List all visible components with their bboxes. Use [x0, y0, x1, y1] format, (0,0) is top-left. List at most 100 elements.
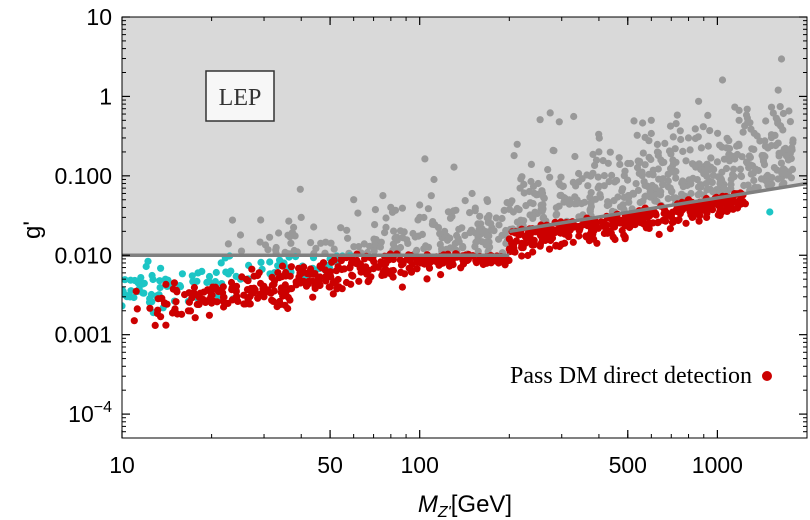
gray-point [630, 117, 638, 125]
red-point [389, 255, 397, 263]
red-point [260, 293, 268, 301]
red-point [387, 269, 395, 277]
gray-point [539, 205, 547, 213]
red-point [329, 290, 337, 298]
gray-point [495, 221, 503, 229]
gray-point [757, 175, 766, 183]
gray-point [534, 179, 542, 188]
red-point [489, 255, 497, 263]
red-point [423, 275, 431, 283]
red-point [561, 239, 569, 247]
lep-label-box: LEP [205, 70, 275, 122]
gray-point [649, 171, 657, 179]
gray-point [471, 207, 479, 215]
gray-point [727, 175, 735, 184]
gray-point [682, 157, 690, 165]
gray-point [605, 178, 613, 186]
gray-point [390, 227, 398, 235]
gray-point [737, 172, 745, 180]
y-tick-label: 1 [99, 83, 112, 109]
red-point [682, 219, 690, 227]
gray-point [672, 120, 680, 128]
red-point [154, 306, 162, 314]
gray-point [224, 240, 232, 248]
gray-point [679, 177, 687, 185]
gray-point [671, 145, 679, 153]
gray-point [616, 160, 624, 168]
red-point [582, 232, 590, 240]
red-point [240, 291, 248, 299]
red-point [151, 321, 159, 329]
gray-point [458, 224, 466, 232]
gray-point [723, 134, 731, 142]
gray-point [482, 238, 490, 247]
gray-point [624, 176, 632, 184]
red-point [311, 282, 319, 290]
gray-point [718, 76, 727, 84]
gray-point [743, 105, 751, 113]
legend-label: Pass DM direct detection [510, 363, 752, 389]
red-point [346, 264, 354, 272]
gray-point [779, 126, 787, 134]
gray-point [733, 142, 741, 150]
red-point [419, 255, 427, 263]
gray-point [632, 180, 640, 188]
gray-point [418, 230, 426, 238]
gray-point [613, 176, 621, 185]
red-point [199, 295, 207, 303]
gray-point [529, 212, 537, 220]
gray-point [743, 159, 751, 167]
gray-point [427, 192, 435, 200]
gray-point [595, 134, 603, 142]
gray-point [516, 184, 524, 192]
gray-point [575, 169, 583, 178]
red-point [331, 278, 339, 287]
gray-point [679, 183, 687, 191]
gray-point [669, 133, 677, 141]
gray-point [343, 226, 351, 234]
legend: Pass DM direct detection [510, 363, 772, 389]
gray-point [581, 198, 589, 206]
gray-point [763, 178, 771, 186]
gray-point [228, 216, 237, 224]
gray-point [634, 186, 643, 194]
gray-point [275, 229, 283, 237]
gray-point [586, 193, 594, 201]
gray-point [697, 144, 706, 152]
red-point [348, 271, 356, 279]
gray-point [286, 233, 294, 241]
red-point [645, 212, 654, 220]
red-point [254, 294, 262, 302]
gray-point [472, 238, 480, 246]
gray-point [747, 125, 755, 133]
gray-point [266, 233, 274, 241]
gray-point [595, 148, 603, 156]
gray-point [658, 159, 667, 167]
gray-point [638, 168, 646, 176]
red-point [181, 291, 189, 299]
gray-point [704, 142, 712, 150]
red-point [282, 268, 290, 277]
gray-point [287, 239, 295, 247]
gray-point [756, 137, 764, 145]
gray-point [594, 173, 602, 181]
gray-point [436, 240, 444, 248]
gray-point [666, 184, 674, 192]
red-point [190, 283, 198, 292]
gray-point [422, 242, 430, 250]
red-point [668, 218, 677, 226]
red-point [130, 317, 138, 325]
gray-point [372, 236, 380, 244]
red-point [300, 263, 308, 271]
gray-point [670, 194, 678, 202]
red-point [473, 257, 481, 265]
red-point [240, 300, 248, 308]
gray-point [785, 107, 793, 115]
red-point [146, 304, 154, 312]
gray-point [570, 112, 578, 121]
gray-point [475, 225, 483, 234]
gray-point [703, 160, 711, 168]
red-point [398, 283, 406, 291]
cyan-point [148, 298, 156, 306]
gray-point [641, 181, 649, 189]
